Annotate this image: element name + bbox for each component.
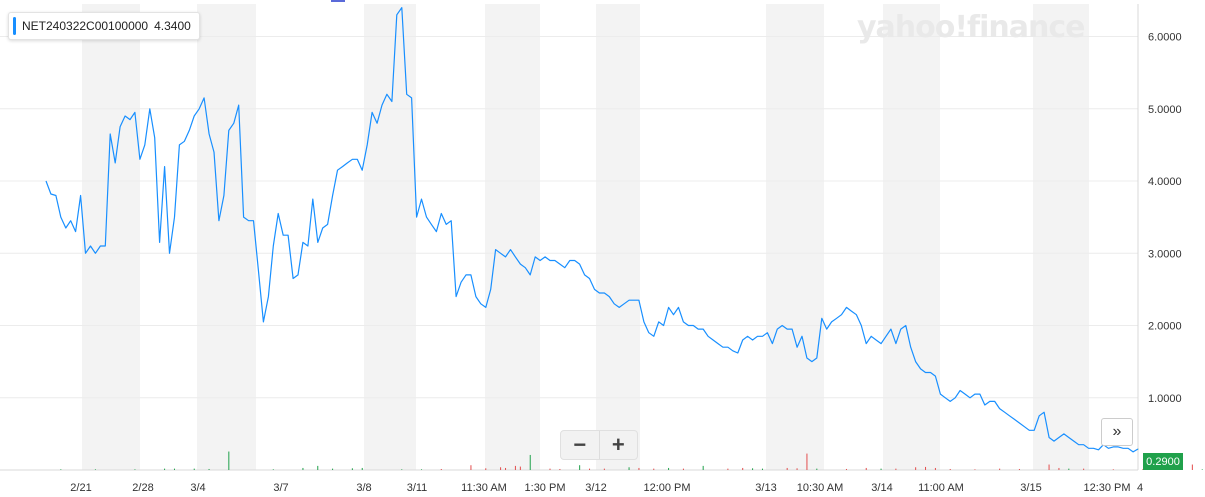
x-tick-label-10: 3/13 bbox=[755, 482, 776, 494]
fast-forward-button[interactable]: » bbox=[1101, 418, 1133, 446]
shaded-band-1 bbox=[197, 4, 256, 470]
shaded-band-4 bbox=[596, 4, 640, 470]
y-tick-label-3: 3.0000 bbox=[1148, 248, 1182, 260]
x-tick-label-1: 2/28 bbox=[132, 482, 153, 494]
series-value: 4.3400 bbox=[154, 19, 191, 33]
x-tick-label-13: 11:00 AM bbox=[918, 482, 964, 494]
shaded-band-3 bbox=[485, 4, 540, 470]
price-line bbox=[45, 7, 1139, 453]
x-tick-label-16: 4 bbox=[1137, 482, 1143, 494]
top-marker bbox=[331, 0, 345, 2]
y-tick-label-5: 1.0000 bbox=[1148, 393, 1182, 405]
x-tick-label-4: 3/8 bbox=[356, 482, 371, 494]
y-tick-label-2: 4.0000 bbox=[1148, 176, 1182, 188]
x-tick-label-8: 3/12 bbox=[585, 482, 606, 494]
yahoo-finance-logo: yahoo!finance bbox=[857, 10, 1085, 45]
x-tick-label-14: 3/15 bbox=[1020, 482, 1041, 494]
zoom-controls: − + bbox=[560, 430, 638, 460]
x-tick-label-12: 3/14 bbox=[871, 482, 892, 494]
zoom-in-button[interactable]: + bbox=[611, 432, 625, 457]
x-tick-label-9: 12:00 PM bbox=[643, 482, 690, 494]
x-tick-label-0: 2/21 bbox=[70, 482, 91, 494]
shaded-band-2 bbox=[364, 4, 416, 470]
x-tick-label-5: 3/11 bbox=[407, 482, 428, 494]
x-tick-label-6: 11:30 AM bbox=[461, 482, 507, 494]
y-tick-label-4: 2.0000 bbox=[1148, 321, 1182, 333]
y-tick-label-1: 5.0000 bbox=[1148, 104, 1182, 116]
shaded-band-5 bbox=[766, 4, 824, 470]
x-tick-label-11: 10:30 AM bbox=[797, 482, 843, 494]
x-tick-label-15: 12:30 PM bbox=[1083, 482, 1130, 494]
y-tick-label-0: 6.0000 bbox=[1148, 32, 1182, 44]
x-tick-label-7: 1:30 PM bbox=[525, 482, 566, 494]
series-tooltip: NET240322C00100000 4.3400 bbox=[8, 12, 200, 40]
shaded-band-0 bbox=[82, 4, 140, 470]
shaded-band-6 bbox=[883, 4, 940, 470]
series-color-swatch bbox=[13, 17, 16, 35]
shaded-band-7 bbox=[1033, 4, 1089, 470]
series-symbol: NET240322C00100000 bbox=[22, 19, 149, 33]
x-tick-label-2: 3/4 bbox=[190, 482, 205, 494]
last-price-label: 0.2900 bbox=[1143, 453, 1183, 470]
zoom-out-button[interactable]: − bbox=[561, 431, 600, 459]
x-tick-label-3: 3/7 bbox=[273, 482, 288, 494]
